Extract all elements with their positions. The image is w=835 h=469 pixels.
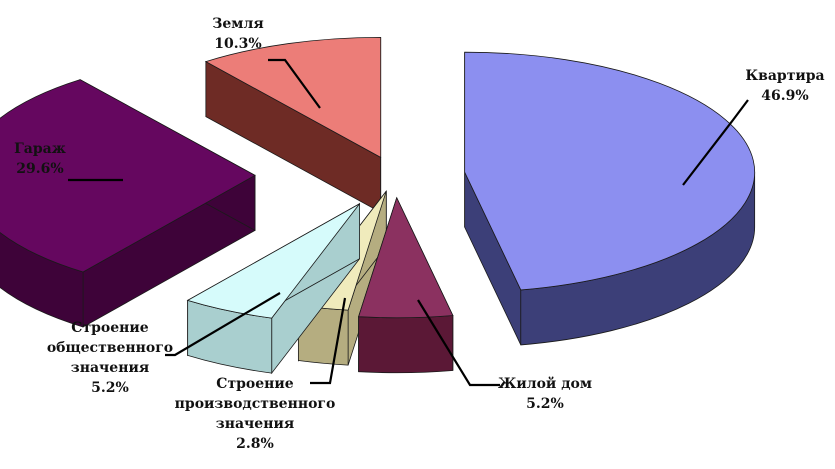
leader-line xyxy=(682,99,749,186)
leader-line xyxy=(417,299,500,387)
pie-slices xyxy=(0,36,756,375)
slice-label: Жилой дом 5.2% xyxy=(498,375,592,412)
slice-value-label: 10.3% xyxy=(214,36,261,52)
pie-labels: Квартира 46.9% Жилой дом 5.2% Строение произв… xyxy=(14,16,824,452)
pie-slice-4 xyxy=(0,78,256,328)
pie-slice-1 xyxy=(358,196,454,374)
pie-slice-5 xyxy=(204,36,382,214)
slice-label: Квартира 46.9% xyxy=(745,68,824,104)
slice-name-label: Строение xyxy=(216,376,293,392)
slice-value-label: 46.9% xyxy=(761,88,808,104)
slice-value-label: 29.6% xyxy=(16,161,63,177)
pie-slice-side xyxy=(358,315,454,374)
slice-label: Строение производственного значения 2.8% xyxy=(175,376,336,452)
pie-slice-3 xyxy=(186,202,360,375)
slice-name-label: Квартира xyxy=(745,68,824,84)
slice-label: Гараж 29.6% xyxy=(14,141,66,177)
leader-line xyxy=(310,297,347,385)
slice-name-label: Гараж xyxy=(14,141,66,157)
slice-label: Строение общественного значения 5.2% xyxy=(47,320,173,396)
slice-name-label: Земля xyxy=(212,16,263,32)
pie-slice-top xyxy=(186,203,360,319)
slice-name-label: значения xyxy=(216,416,294,432)
leader-line xyxy=(268,58,321,109)
leader-line xyxy=(165,292,281,357)
slice-name-label: значения xyxy=(71,360,149,376)
pie-slice-top xyxy=(464,51,755,291)
slice-value-label: 5.2% xyxy=(91,380,129,396)
slice-name-label: общественного xyxy=(47,340,173,356)
slice-name-label: Жилой дом xyxy=(498,375,592,392)
slice-value-label: 5.2% xyxy=(526,396,564,412)
slice-label: Земля 10.3% xyxy=(212,16,263,52)
pie-slice-0 xyxy=(464,51,756,346)
pie-slice-top xyxy=(358,196,454,319)
leader-lines xyxy=(68,58,749,387)
pie-slice-top xyxy=(0,79,256,273)
pie-slice-top xyxy=(204,36,382,159)
slice-value-label: 2.8% xyxy=(236,436,274,452)
slice-name-label: производственного xyxy=(175,396,336,412)
slice-name-label: Строение xyxy=(71,320,148,336)
